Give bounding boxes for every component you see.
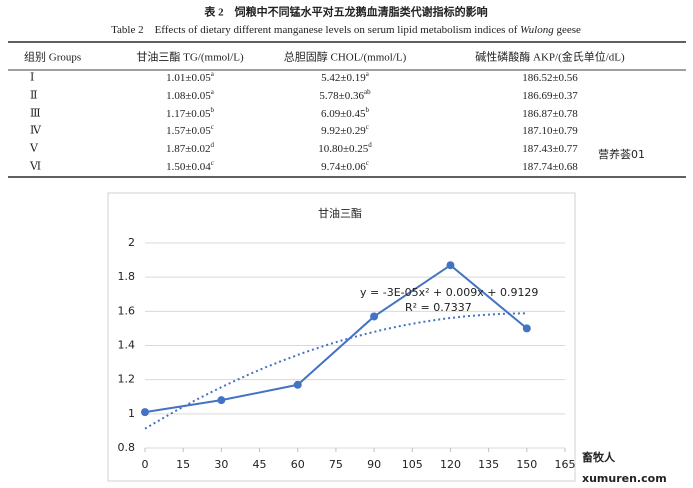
y-tick-label: 0.8 — [118, 441, 136, 454]
data-line — [144, 263, 528, 414]
chart-title: 甘油三酯 — [318, 206, 362, 220]
cell-value: 1.01±0.05 — [166, 72, 211, 84]
cell-superscript: c — [211, 123, 214, 131]
cell-superscript: b — [366, 106, 370, 114]
x-tick-label: 105 — [402, 458, 423, 471]
cell-value: 1.17±0.05 — [166, 108, 211, 120]
table-title-cn: 表 2 饲粮中不同锰水平对五龙鹅血清脂类代谢指标的影响 — [203, 5, 487, 19]
y-tick-label: 1.2 — [118, 373, 136, 386]
table-cell: 186.87±0.78 — [522, 108, 578, 120]
table-cell: 10.80±0.25d — [318, 141, 372, 155]
cell-value: 187.43±0.77 — [522, 143, 578, 155]
x-tick-label: 150 — [516, 458, 537, 471]
table-cell: Ⅵ — [29, 161, 41, 173]
chart-frame — [107, 192, 576, 482]
cell-superscript: b — [211, 106, 215, 114]
cell-superscript: c — [211, 159, 214, 167]
cell-superscript: a — [211, 88, 215, 96]
data-point — [446, 261, 455, 270]
table-cell: Ⅱ — [30, 90, 37, 102]
cell-value: 1.08±0.05 — [166, 90, 211, 102]
cell-superscript: d — [368, 141, 372, 149]
column-header: 甘油三酯 TG/(mmol/L) — [136, 50, 244, 64]
table-cell: 5.42±0.19a — [321, 70, 370, 84]
table-cell: Ⅳ — [30, 125, 42, 137]
cell-superscript: c — [366, 123, 369, 131]
x-tick-label: 135 — [478, 458, 499, 471]
cell-superscript: a — [211, 70, 215, 78]
x-tick-label: 120 — [440, 458, 461, 471]
x-tick-label: 60 — [291, 458, 305, 471]
table-cell: 186.52±0.56 — [522, 72, 578, 84]
y-tick-label: 1 — [128, 407, 135, 420]
x-tick-label: 15 — [176, 458, 190, 471]
cell-value: 186.69±0.37 — [522, 90, 578, 102]
table-cell: 187.74±0.68 — [522, 161, 578, 173]
table-cell: 1.17±0.05b — [166, 106, 215, 120]
table-cell: 9.74±0.06c — [321, 159, 369, 173]
cell-value: 186.52±0.56 — [522, 72, 578, 84]
table-cell: 6.09±0.45b — [321, 106, 370, 120]
y-tick-label: 1.8 — [118, 270, 136, 283]
cell-value: 6.09±0.45 — [321, 108, 366, 120]
cell-value: 9.74±0.06 — [321, 161, 366, 173]
column-header: 组别 Groups — [24, 50, 81, 64]
cell-superscript: d — [211, 141, 215, 149]
y-tick-label: 2 — [128, 236, 135, 249]
table-cell: 186.69±0.37 — [522, 90, 578, 102]
trendline-r2: R² = 0.7337 — [405, 301, 472, 314]
table-cell: 5.78±0.36ab — [319, 88, 371, 102]
cell-value: 5.42±0.19 — [321, 72, 366, 84]
x-tick-label: 30 — [214, 458, 228, 471]
table-cell: 1.01±0.05a — [166, 70, 215, 84]
cell-superscript: a — [366, 70, 370, 78]
watermark: 营养荟01 — [598, 147, 645, 161]
table-cell: 1.57±0.05c — [166, 123, 214, 137]
cell-value: 187.74±0.68 — [522, 161, 578, 173]
y-tick-label: 1.6 — [118, 304, 136, 317]
table-cell: Ⅲ — [30, 108, 41, 120]
cell-value: 186.87±0.78 — [522, 108, 578, 120]
table-cell: 1.08±0.05a — [166, 88, 215, 102]
watermark: 畜牧人 — [582, 450, 616, 464]
watermark: xumuren.com — [582, 472, 667, 485]
cell-value: 187.10±0.79 — [522, 125, 578, 137]
data-point — [141, 408, 149, 417]
data-point — [217, 396, 226, 405]
cell-value: 10.80±0.25 — [318, 143, 369, 155]
table-cell: Ⅴ — [29, 143, 39, 155]
table-cell: 187.43±0.77 — [522, 143, 578, 155]
x-tick-label: 0 — [142, 458, 149, 471]
table-cell: Ⅰ — [30, 72, 34, 84]
x-tick-label: 45 — [253, 458, 267, 471]
table-cell: 1.50±0.04c — [166, 159, 214, 173]
trendline-equation: y = -3E-05x² + 0.009x + 0.9129 — [360, 286, 538, 299]
data-point — [522, 324, 531, 333]
cell-superscript: c — [366, 159, 369, 167]
cell-value: 1.87±0.02 — [166, 143, 211, 155]
trendline — [144, 312, 527, 430]
data-point — [293, 380, 302, 389]
column-header: 碱性磷酸酶 AKP/(金氏单位/dL) — [475, 50, 625, 64]
cell-superscript: ab — [364, 88, 371, 96]
cell-value: 1.50±0.04 — [166, 161, 211, 173]
table-cell: 187.10±0.79 — [522, 125, 578, 137]
y-tick-label: 1.4 — [118, 339, 136, 352]
cell-value: 1.57±0.05 — [166, 125, 211, 137]
table-cell: 9.92±0.29c — [321, 123, 369, 137]
x-tick-label: 90 — [367, 458, 381, 471]
column-header: 总胆固醇 CHOL/(mmol/L) — [284, 50, 407, 64]
table-cell: 1.87±0.02d — [166, 141, 215, 155]
table-title-en: Table 2 Effects of dietary different man… — [111, 24, 581, 36]
x-tick-label: 75 — [329, 458, 343, 471]
data-point — [370, 312, 379, 321]
cell-value: 9.92±0.29 — [321, 125, 366, 137]
x-tick-label: 165 — [555, 458, 576, 471]
cell-value: 5.78±0.36 — [319, 90, 364, 102]
